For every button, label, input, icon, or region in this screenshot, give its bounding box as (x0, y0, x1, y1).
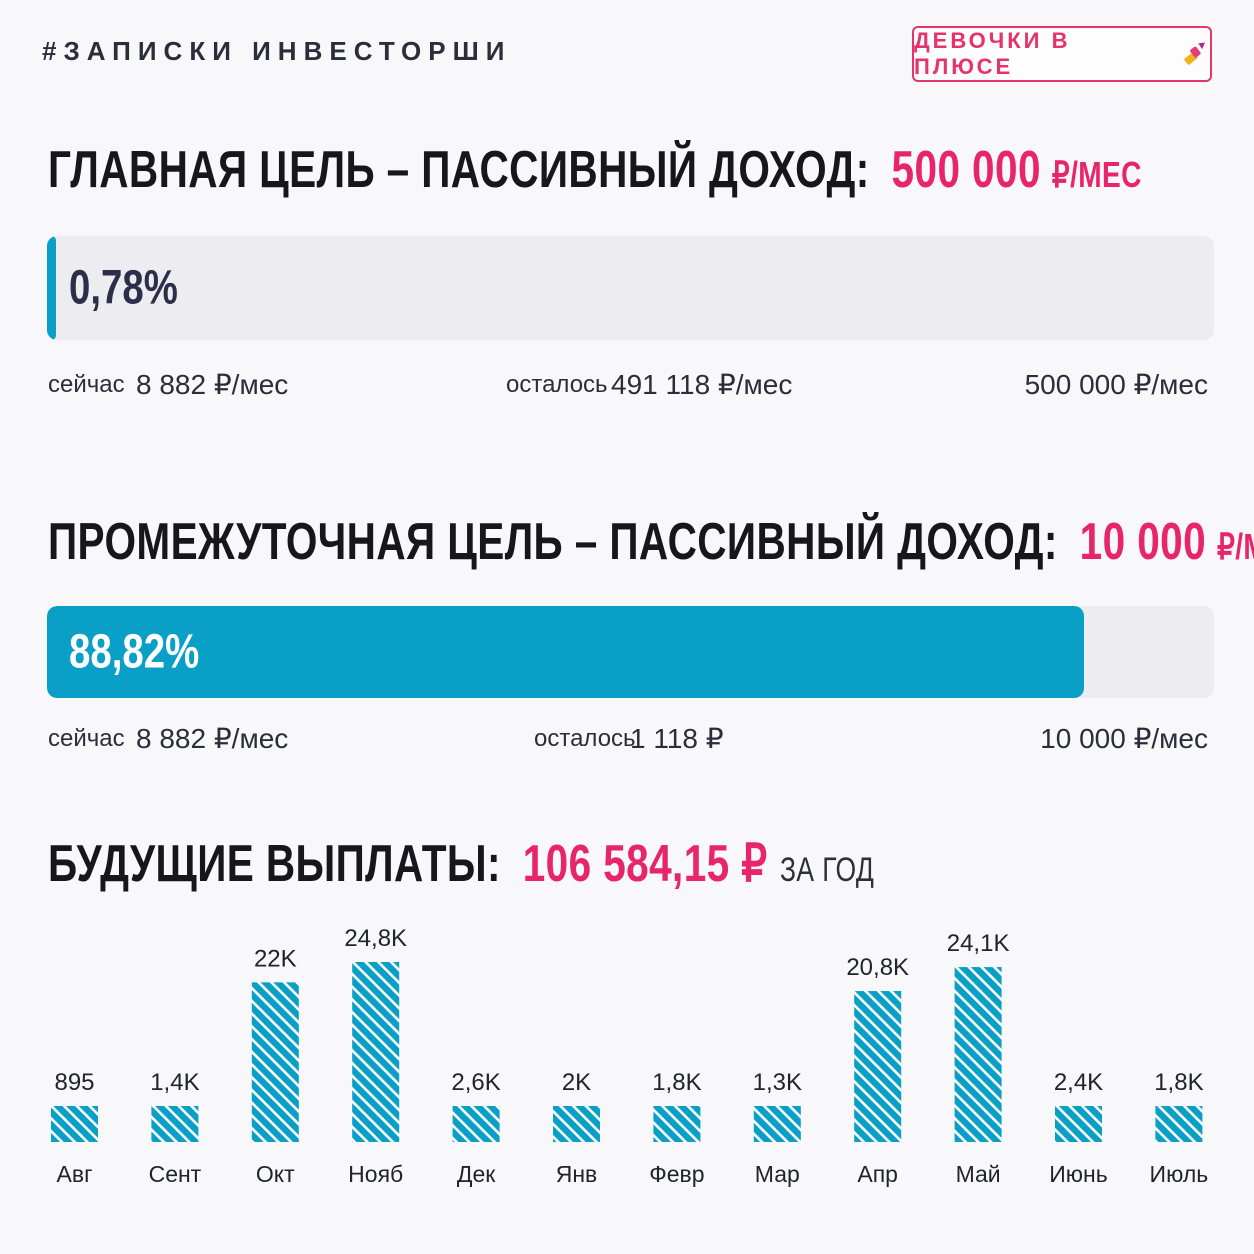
category-label: Июль (1150, 1161, 1209, 1187)
bar-value-label: 1,3K (753, 1069, 802, 1096)
main-left-value: 491 118 ₽/мес (611, 369, 793, 400)
mid-goal-progress-fill (47, 606, 1084, 698)
main-left-label: осталось (506, 371, 608, 398)
main-now-label: сейчас (48, 371, 125, 398)
brand-badge: ДЕВОЧКИ В ПЛЮСЕ (912, 26, 1212, 82)
brand-label: ДЕВОЧКИ В ПЛЮСЕ (914, 28, 1071, 79)
bar-Сент (151, 1106, 199, 1142)
mid-left-label: осталось (534, 725, 636, 752)
mid-goal-progress-track: 88,82% (47, 606, 1214, 698)
payouts-heading: БУДУЩИЕ ВЫПЛАТЫ: 106 584,15 ₽ ЗА ГОД (48, 834, 874, 894)
bar-Апр (854, 991, 902, 1142)
main-now-value: 8 882 ₽/мес (136, 369, 289, 400)
bar-value-label: 1,8K (652, 1069, 701, 1096)
bar-Окт (251, 982, 299, 1142)
category-label: Авг (57, 1161, 93, 1187)
category-label: Июнь (1049, 1161, 1107, 1187)
category-label: Мар (755, 1161, 800, 1187)
mid-goal-progress-label: 88,82% (69, 625, 200, 679)
bar-value-label: 2,6K (451, 1069, 500, 1096)
mid-goal-amount: 10 000 (1079, 513, 1207, 571)
payouts-title: БУДУЩИЕ ВЫПЛАТЫ: (48, 835, 501, 893)
main-goal-stats: сейчас 8 882 ₽/мес осталось 491 118 ₽/ме… (48, 368, 1208, 402)
payouts-suffix: ЗА ГОД (779, 851, 875, 889)
category-label: Дек (457, 1161, 496, 1187)
bar-value-label: 1,4K (150, 1069, 199, 1096)
bar-Июнь (1055, 1106, 1102, 1142)
bar-Янв (553, 1106, 600, 1142)
main-goal-title: ГЛАВНАЯ ЦЕЛЬ – ПАССИВНЫЙ ДОХОД: (48, 141, 870, 199)
category-label: Сент (149, 1161, 202, 1187)
bar-Февр (653, 1106, 701, 1142)
bar-value-label: 20,8K (846, 954, 909, 981)
main-goal-progress-track: 0,78% (47, 236, 1214, 340)
bar-value-label: 895 (54, 1069, 94, 1096)
category-label: Апр (857, 1161, 898, 1187)
main-goal-progress-fill (47, 236, 57, 340)
main-goal-heading: ГЛАВНАЯ ЦЕЛЬ – ПАССИВНЫЙ ДОХОД: 500 000 ₽/… (48, 140, 1142, 200)
mid-goal-heading: ПРОМЕЖУТОЧНАЯ ЦЕЛЬ – ПАССИВНЫЙ ДОХОД: 10 … (48, 512, 1254, 572)
hashtag-title: #ЗАПИСКИ ИНВЕСТОРШИ (42, 36, 512, 66)
mid-now-label: сейчас (48, 725, 125, 752)
main-goal-progress-label: 0,78% (69, 261, 178, 315)
payouts-amount: 106 584,15 ₽ (522, 835, 768, 893)
mid-left-value: 1 118 ₽ (630, 723, 724, 754)
bar-value-label: 24,1K (947, 930, 1010, 957)
mid-now-value: 8 882 ₽/мес (136, 723, 289, 754)
category-label: Май (956, 1161, 1001, 1187)
bar-Мар (753, 1106, 801, 1142)
bar-Дек (452, 1106, 500, 1142)
category-label: Нояб (348, 1161, 403, 1187)
mid-goal-unit: ₽/МЕС (1216, 526, 1254, 567)
main-goal-unit: ₽/МЕС (1051, 154, 1142, 195)
bar-value-label: 22K (254, 945, 297, 972)
main-target-value: 500 000 ₽/мес (1024, 369, 1208, 400)
bar-Нояб (352, 962, 400, 1142)
lipstick-icon (1184, 42, 1206, 65)
bar-value-label: 24,8K (344, 925, 407, 952)
mid-target-value: 10 000 ₽/мес (1040, 723, 1208, 754)
bar-Июль (1155, 1106, 1203, 1142)
bar-Авг (51, 1106, 98, 1142)
bar-value-label: 2K (562, 1069, 591, 1096)
bar-value-label: 2,4K (1054, 1069, 1103, 1096)
category-label: Февр (649, 1161, 704, 1187)
main-goal-amount: 500 000 (891, 141, 1041, 199)
mid-goal-stats: сейчас 8 882 ₽/мес осталось 1 118 ₽ 10 0… (48, 722, 1208, 756)
bar-value-label: 1,8K (1154, 1069, 1203, 1096)
mid-goal-title: ПРОМЕЖУТОЧНАЯ ЦЕЛЬ – ПАССИВНЫЙ ДОХОД: (48, 513, 1058, 571)
category-label: Окт (256, 1161, 295, 1187)
category-label: Янв (556, 1161, 598, 1187)
bar-Май (954, 967, 1002, 1142)
